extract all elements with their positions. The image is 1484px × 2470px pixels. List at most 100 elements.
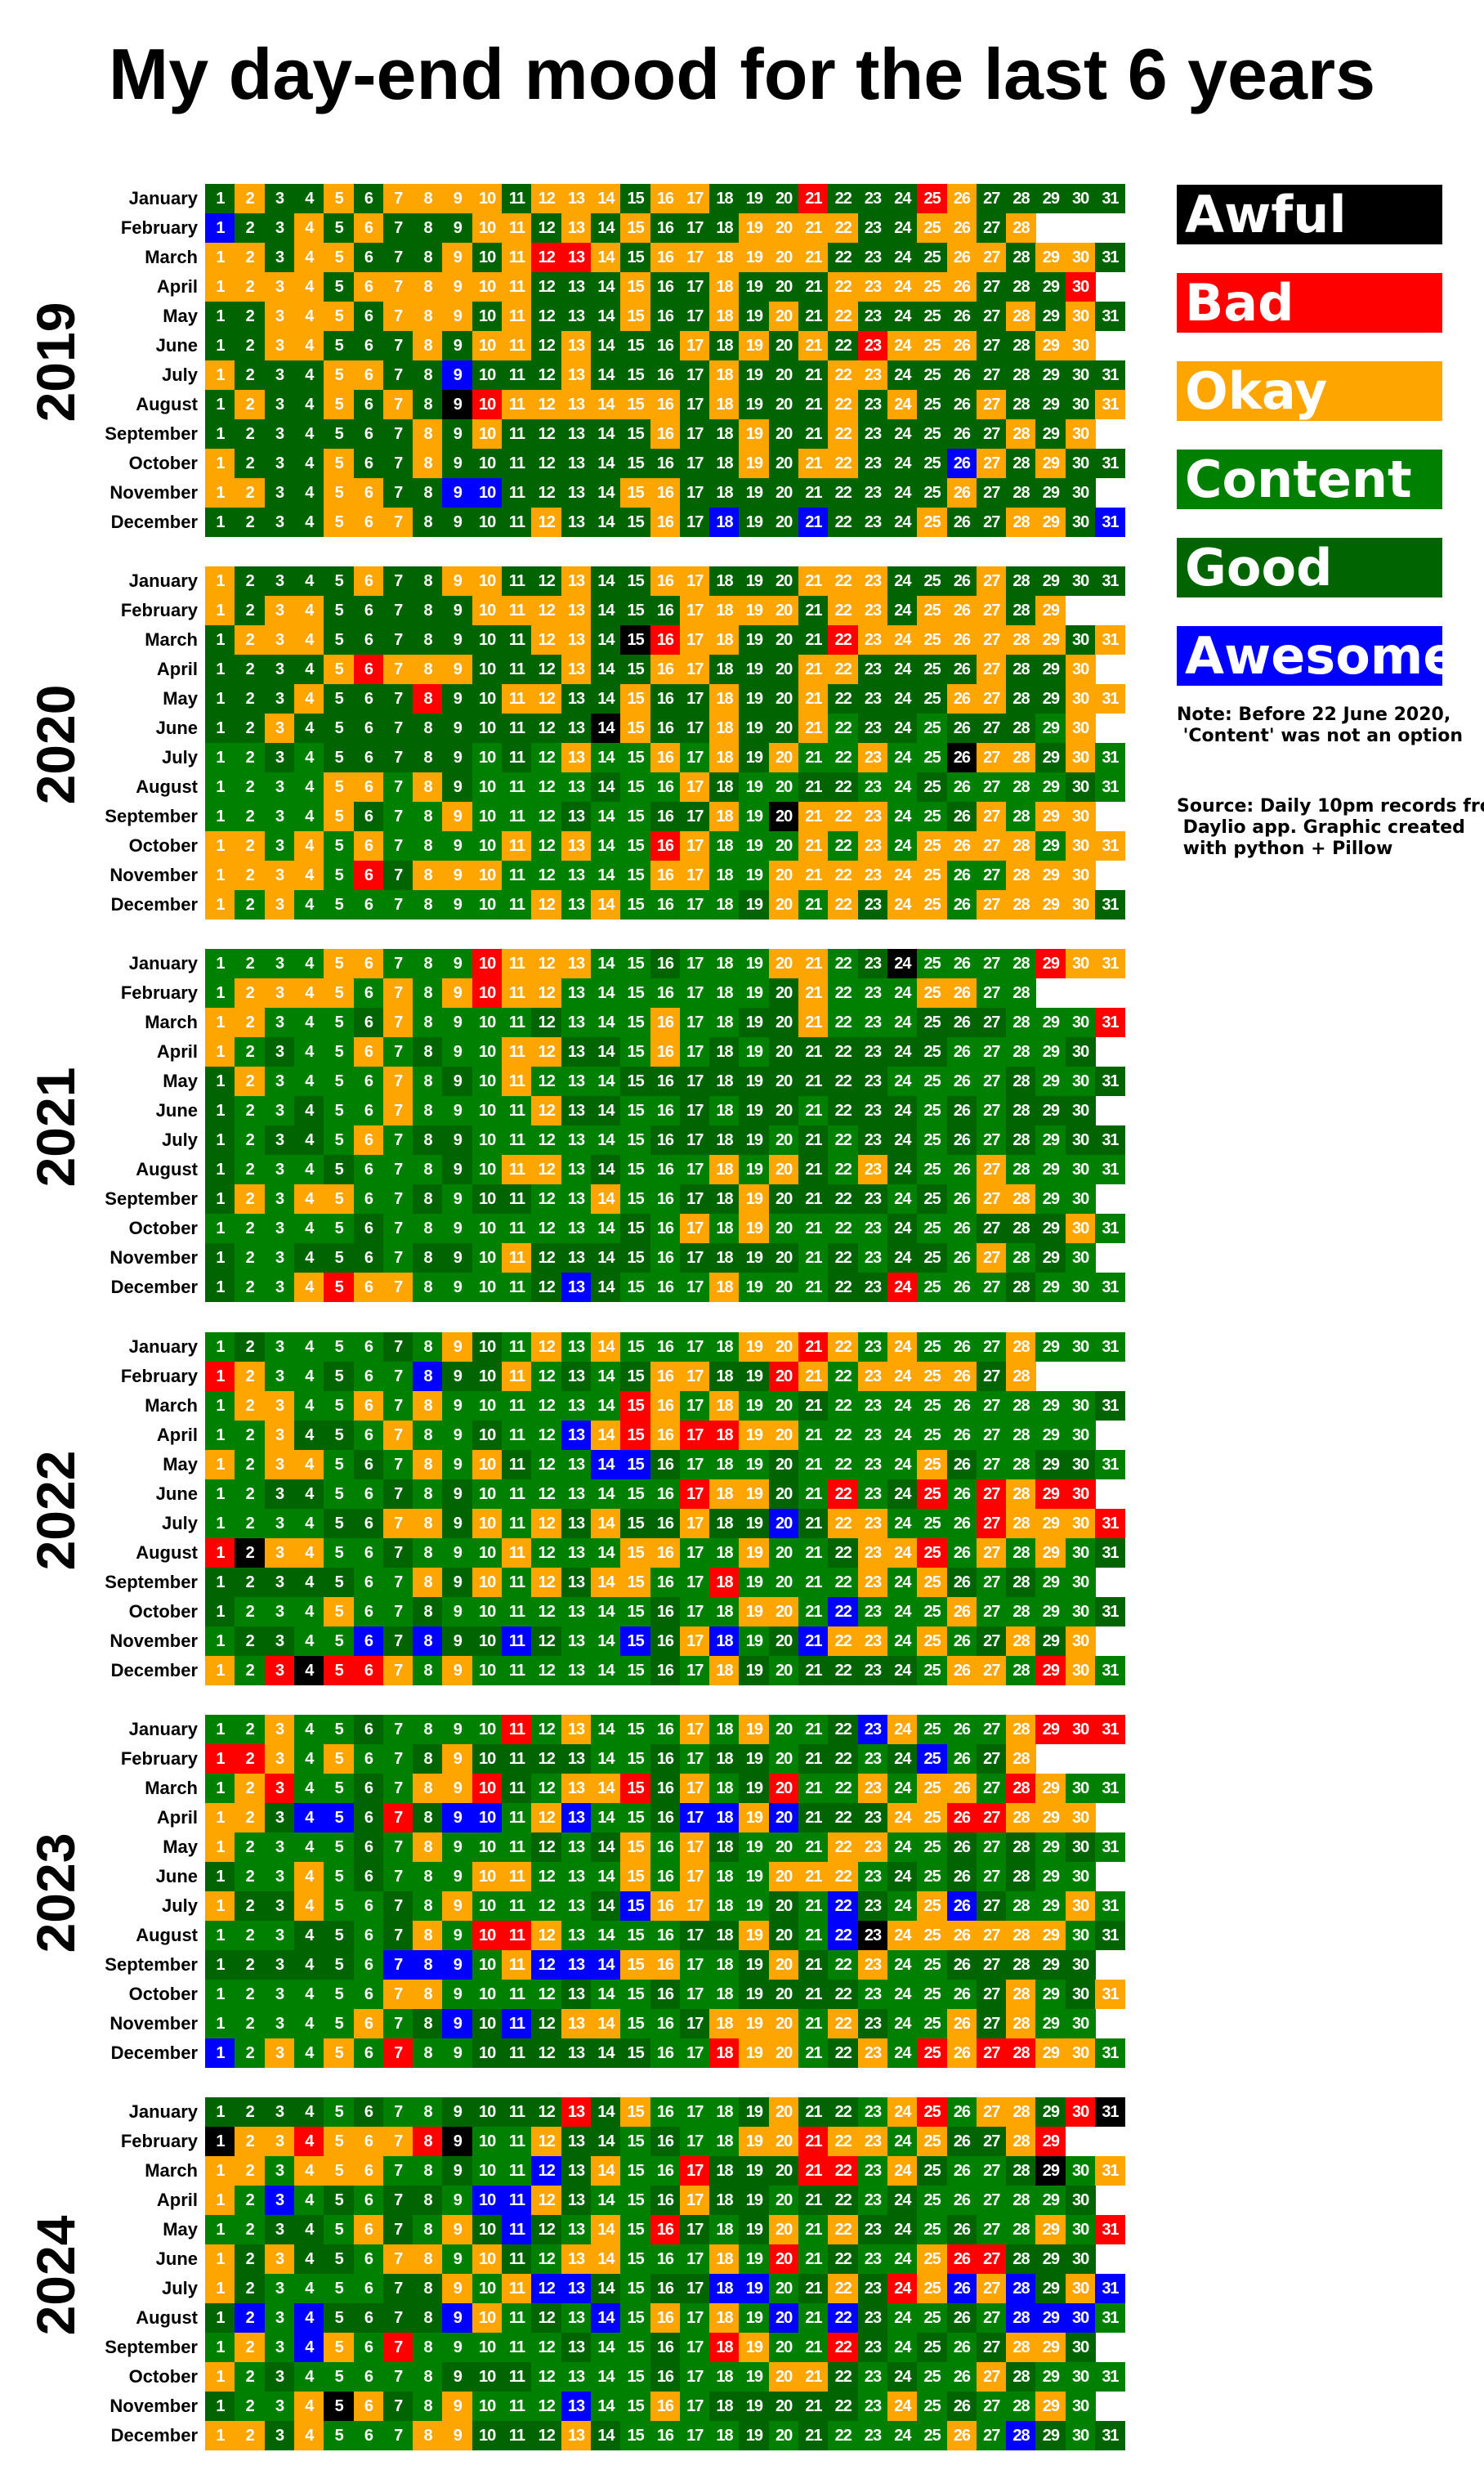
day-cell-good: 25 (917, 772, 948, 803)
day-cell-okay: 6 (353, 360, 384, 390)
day-cell-okay: 26 (946, 625, 977, 656)
day-cell-good: 10 (472, 508, 503, 537)
day-cell-okay: 16 (650, 1420, 681, 1450)
month-label: February (120, 982, 198, 1004)
year-block-2019: 2019 January 1 2 3 4 5 6 7 8 9 10 11 12 13 14 15 16 17 18 19… (0, 184, 1144, 540)
day-cell-okay: 11 (502, 949, 532, 979)
day-cell-okay: 11 (502, 2274, 532, 2303)
day-cell-content: 18 (709, 1331, 740, 1362)
day-cell-content: 25 (917, 949, 948, 979)
day-cell-okay: 17 (679, 772, 710, 803)
day-cell-bad: 4 (293, 2127, 324, 2156)
day-cell-bad: 29 (1035, 1655, 1066, 1685)
day-cell-good: 9 (442, 772, 473, 803)
day-cell-okay: 16 (650, 2303, 681, 2333)
day-cell-awesome: 2 (235, 2303, 266, 2333)
day-cell-content: 25 (917, 1832, 948, 1862)
day-cell-good: 22 (828, 1037, 859, 1067)
day-cell-good: 13 (561, 1096, 592, 1126)
day-cell-good: 26 (946, 714, 977, 744)
day-cell-content: 18 (709, 2127, 740, 2156)
day-cell-good: 28 (1006, 2156, 1036, 2186)
day-cell-content: 15 (620, 1802, 651, 1832)
day-cell-good: 16 (650, 802, 681, 832)
day-cell-okay: 22 (828, 802, 859, 832)
day-cell-content: 6 (353, 1155, 384, 1185)
day-cell-good: 31 (1095, 1067, 1125, 1097)
day-cell-good: 25 (917, 2156, 948, 2186)
day-cell-okay: 31 (1095, 949, 1125, 979)
day-cell-okay: 21 (798, 978, 829, 1009)
day-cell-okay: 21 (798, 449, 829, 478)
day-cell-content: 25 (917, 1655, 948, 1685)
month-label: February (120, 2131, 198, 2151)
day-cell-content: 26 (946, 1155, 977, 1185)
day-cell-good: 26 (946, 508, 977, 537)
day-cell-okay: 22 (828, 861, 859, 891)
day-cell-content: 18 (709, 2097, 740, 2127)
day-cell-content: 9 (442, 2038, 473, 2068)
day-cell-okay: 6 (353, 1390, 384, 1421)
day-cell-content: 30 (1065, 1067, 1096, 1097)
month-label: April (156, 1806, 198, 1828)
day-cell-okay: 3 (264, 2127, 295, 2156)
day-cell-good: 3 (264, 478, 295, 508)
day-cell-awesome: 8 (413, 1949, 443, 1980)
day-cell-okay: 21 (798, 861, 829, 891)
day-cell-okay: 25 (917, 831, 948, 861)
day-cell-good: 28 (1006, 2244, 1036, 2274)
day-cell-content: 20 (768, 831, 799, 861)
day-cell-good: 31 (1095, 360, 1125, 390)
day-cell-content: 2 (235, 1243, 266, 1273)
day-cell-content: 31 (1095, 1655, 1125, 1685)
day-cell-content: 4 (293, 1508, 324, 1538)
day-cell-okay: 28 (1006, 419, 1036, 449)
day-cell-good: 16 (650, 684, 681, 714)
day-cell-okay: 1 (205, 449, 235, 478)
day-cell-good: 21 (798, 1743, 829, 1774)
day-cell-good: 20 (768, 390, 799, 419)
day-cell-good: 20 (768, 1008, 799, 1038)
day-cell-content: 12 (531, 1596, 562, 1627)
day-cell-content: 8 (413, 1273, 443, 1303)
day-cell-awesome: 28 (1006, 2303, 1036, 2333)
day-cell-okay: 11 (502, 1037, 532, 1067)
day-cell-okay: 17 (679, 1714, 710, 1744)
day-cell-okay: 2 (235, 1390, 266, 1421)
day-cell-good: 9 (442, 1125, 473, 1156)
day-cell-good: 7 (382, 449, 413, 478)
day-cell-good: 13 (561, 1979, 592, 2009)
day-cell-good: 6 (353, 1008, 384, 1038)
month-label: September (105, 1571, 198, 1592)
day-cell-good: 31 (1095, 1596, 1125, 1627)
day-cell-good: 1 (205, 1243, 235, 1273)
day-cell-good: 10 (472, 243, 503, 272)
day-cell-content: 25 (917, 2392, 948, 2421)
day-cell-good: 12 (531, 2303, 562, 2333)
day-cell-good: 2 (235, 360, 266, 390)
day-cell-content: 29 (1035, 1420, 1066, 1450)
day-cell-okay: 1 (205, 596, 235, 626)
year-label: 2021 (25, 1067, 86, 1188)
day-cell-content: 20 (768, 1125, 799, 1156)
day-cell-content: 10 (472, 2274, 503, 2303)
day-cell-good: 9 (442, 1361, 473, 1391)
day-cell-content: 5 (324, 2008, 355, 2038)
day-cell-content: 3 (264, 1979, 295, 2009)
day-cell-awesome: 20 (768, 1802, 799, 1832)
day-cell-content: 4 (293, 2274, 324, 2303)
day-cell-content: 6 (353, 890, 384, 920)
day-cell-good: 2 (235, 1567, 266, 1597)
day-cell-content: 14 (590, 1626, 621, 1656)
day-cell-good: 21 (798, 1155, 829, 1185)
day-cell-content: 15 (620, 743, 651, 773)
day-cell-good: 18 (709, 1832, 740, 1862)
day-cell-okay: 21 (798, 655, 829, 685)
day-cell-good: 30 (1065, 1037, 1096, 1067)
day-cell-good: 16 (650, 213, 681, 243)
day-cell-good: 8 (413, 743, 443, 773)
day-cell-content: 28 (1006, 1596, 1036, 1627)
day-cell-content: 24 (887, 1596, 918, 1627)
day-cell-okay: 4 (293, 978, 324, 1009)
day-cell-bad: 20 (768, 1361, 799, 1391)
